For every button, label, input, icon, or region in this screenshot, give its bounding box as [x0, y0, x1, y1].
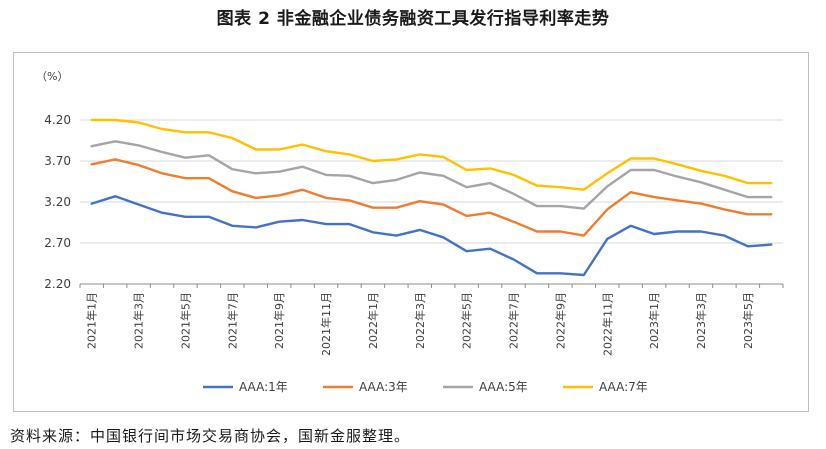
chart-title: 图表 2 非金融企业债务融资工具发行指导利率走势 [216, 9, 610, 29]
x-tick-label: 2021年1月 [85, 292, 99, 349]
x-tick-label: 2023年3月 [694, 292, 708, 349]
x-tick-labels: 2021年1月 2021年3月 2021年5月 2021年7月 2021年9月 2021年… [85, 292, 755, 356]
source-note: 资料来源：中国银行间市场交易商协会，国新金服整理。 [10, 427, 411, 445]
legend-label: AAA:3年 [359, 380, 408, 394]
x-tick-label: 2022年11月 [600, 292, 614, 356]
y-tick-label: 3.70 [44, 154, 71, 168]
y-tick-labels: 4.20 3.70 3.20 2.70 2.20 [44, 113, 71, 291]
chart-frame [13, 52, 809, 412]
x-tick-label: 2021年5月 [178, 292, 192, 349]
legend: AAA:1年 AAA:3年 AAA:5年 AAA:7年 [203, 380, 648, 394]
x-tick-label: 2021年11月 [319, 292, 333, 356]
y-tick-label: 2.20 [44, 277, 71, 291]
x-tick-label: 2023年1月 [647, 292, 661, 349]
legend-label: AAA:5年 [479, 380, 528, 394]
x-tick-label: 2022年5月 [460, 292, 474, 349]
series-lines [90, 118, 773, 277]
legend-label: AAA:1年 [239, 380, 288, 394]
series-line-1 [90, 195, 773, 277]
x-tick-label: 2022年1月 [366, 292, 380, 349]
series-line-4 [90, 118, 773, 191]
y-tick-label: 2.70 [44, 236, 71, 250]
x-tick-label: 2021年7月 [225, 292, 239, 349]
x-tick-label: 2022年7月 [507, 292, 521, 349]
y-axis-unit: （%） [36, 70, 68, 83]
x-tick-label: 2021年3月 [132, 292, 146, 349]
x-tick-label: 2023年5月 [741, 292, 755, 349]
series-line-2 [90, 158, 773, 237]
x-tick-label: 2021年9月 [272, 292, 286, 349]
legend-label: AAA:7年 [599, 380, 648, 394]
x-tick-label: 2022年9月 [553, 292, 567, 349]
y-tick-label: 3.20 [44, 195, 71, 209]
series-line-3 [90, 140, 773, 210]
y-tick-label: 4.20 [44, 113, 71, 127]
x-tick-label: 2022年3月 [413, 292, 427, 349]
